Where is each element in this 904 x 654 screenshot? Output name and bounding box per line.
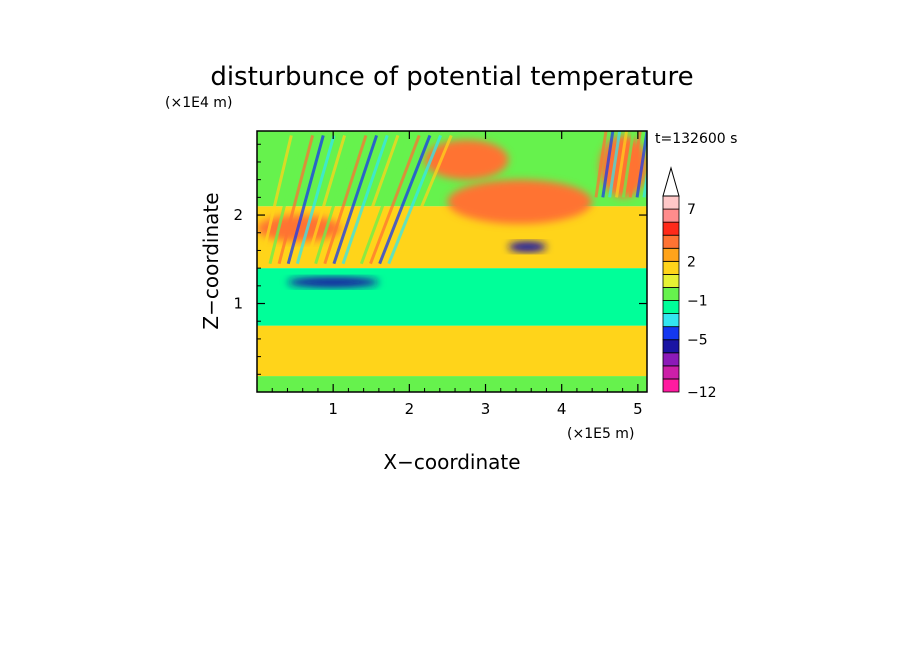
field-region-7 [508,241,547,253]
wave-stripe-10 [350,134,400,265]
colorbar-label-2: −1 [687,294,708,310]
wave-stripe-6 [314,134,357,265]
colorbar-label-3: 2 [687,254,696,270]
wave-stripe-5 [305,134,347,265]
wave-stripe-right-1 [601,131,615,198]
wave-stripe-right-0 [594,131,608,198]
x-tick-label-2: 3 [481,400,491,418]
x-tick-label-3: 4 [557,400,567,418]
contour-field [257,131,647,392]
x-tick-label-0: 1 [328,400,338,418]
wave-stripe-15 [396,134,453,265]
colorbar-swatch-13 [662,208,680,223]
field-region-5 [447,179,593,224]
y-tick-label-0: 1 [233,295,243,313]
y-axis-label: Z−coordinate [199,192,223,329]
colorbar-label-0: −12 [687,385,717,401]
colorbar-swatch-8 [662,273,680,288]
time-label: t=132600 s [655,131,737,147]
colorbar-swatch-2 [662,352,680,367]
wave-stripe-12 [369,134,421,265]
x-axis: 1 2 3 4 5 [271,131,643,418]
colorbar-swatch-5 [662,313,680,328]
field-band-1 [257,325,647,377]
wave-stripe-13 [378,134,432,265]
wave-stripe-9 [341,134,389,265]
wave-stripe-1 [268,135,304,265]
wave-stripe-3 [286,135,325,265]
x-axis-label: X−coordinate [383,450,520,474]
x-scale-label: (×1E5 m) [567,426,634,442]
colorbar-swatch-10 [662,247,680,262]
colorbar-swatch-7 [662,287,680,301]
wave-stripe-11 [359,134,410,265]
colorbar-swatch-14 [662,195,680,210]
colorbar-swatch-1 [662,365,680,380]
wave-stripe-0 [259,135,293,265]
wave-stripe-8 [332,134,379,265]
wave-stripe-right-2 [608,131,622,198]
colorbar-extend-arrow [662,166,680,197]
wave-stripe-14 [387,134,442,265]
wave-stripe-right-4 [621,131,635,198]
plot-frame [256,130,648,393]
colorbar-swatch-0 [662,378,680,393]
colorbar-swatch-12 [662,221,680,236]
wave-stripe-4 [295,135,336,265]
y-axis: 12 [233,143,647,375]
colorbar-swatch-3 [662,339,680,354]
wave-stripe-right-3 [615,131,629,198]
colorbar-label-1: −5 [687,333,708,349]
colorbar-swatch-6 [662,300,680,314]
field-band-0 [257,376,647,392]
colorbar-swatch-9 [662,260,680,275]
y-tick-label-1: 2 [233,206,243,224]
colorbar-swatch-11 [662,234,680,249]
wave-stripe-2 [277,135,315,265]
x-tick-label-4: 5 [633,400,643,418]
wave-stripe-right-6 [635,131,647,198]
colorbar: −12−5−127 [662,166,717,401]
x-tick-label-1: 2 [405,400,415,418]
chart-title: disturbunce of potential temperature [210,62,693,92]
colorbar-swatch-4 [662,326,680,341]
wave-stripe-7 [323,134,368,265]
field-region-8 [287,276,379,288]
wave-stripe-right-5 [628,131,642,198]
field-band-2 [257,268,647,326]
y-scale-label: (×1E4 m) [165,95,232,111]
colorbar-label-4: 7 [687,202,696,218]
wave-stripe-right-7 [642,167,647,198]
wave-pattern [259,131,647,265]
